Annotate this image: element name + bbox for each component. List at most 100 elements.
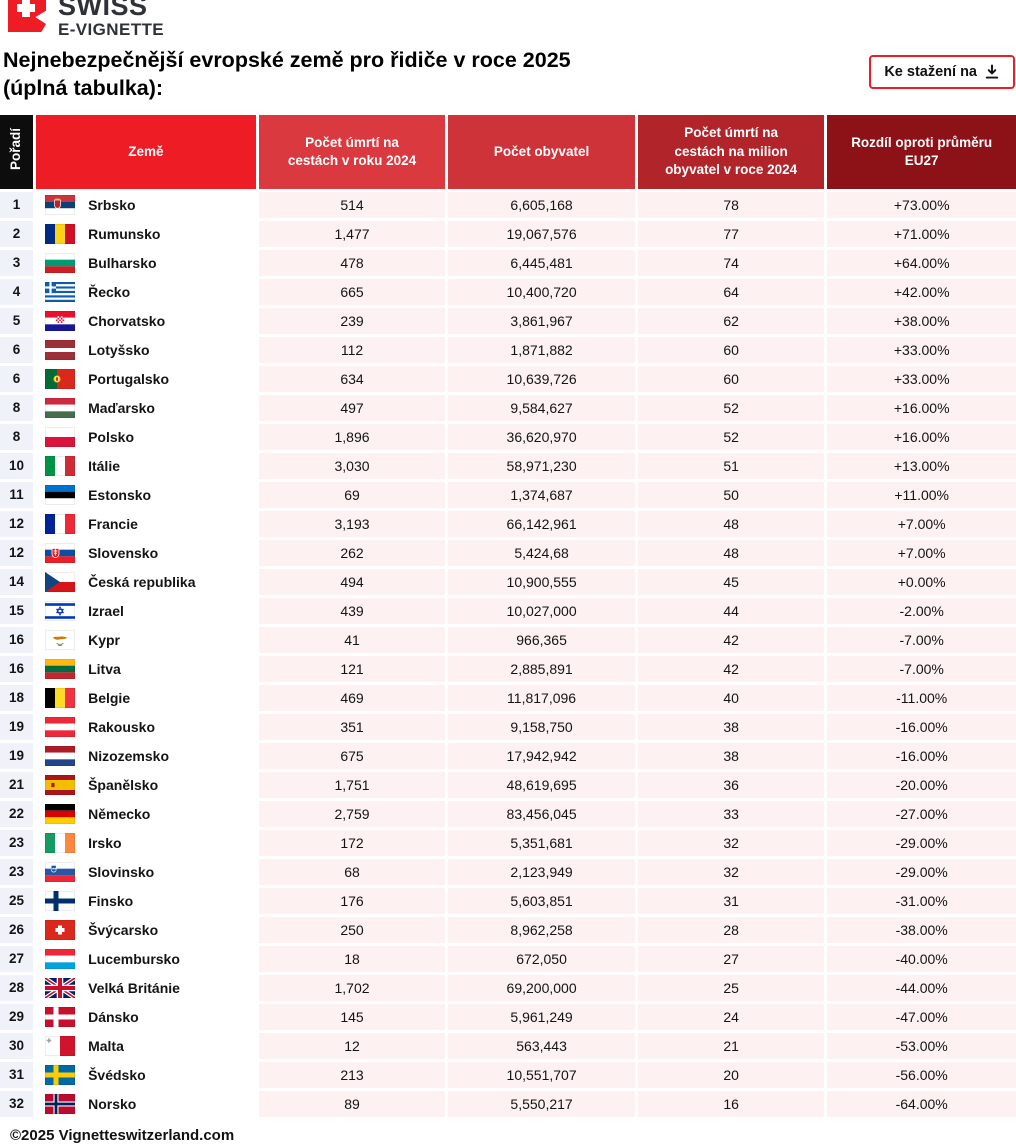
deaths-cell: 469	[258, 684, 446, 711]
rank-cell: 6	[0, 365, 34, 392]
population-cell: 58,971,230	[448, 452, 635, 479]
rank-cell: 19	[0, 742, 34, 769]
diff-cell: -11.00%	[827, 684, 1016, 711]
country-name: Slovensko	[88, 544, 159, 561]
table-row: 21 Španělsko 1,751 48,619,695 36 -20.00%	[0, 771, 1016, 798]
per-million-cell: 16	[637, 1090, 825, 1117]
population-cell: 5,424,68	[448, 539, 635, 566]
deaths-cell: 439	[258, 597, 446, 624]
population-cell: 10,400,720	[448, 278, 635, 305]
flag-icon-de	[45, 803, 76, 824]
country-name: Rakousko	[88, 718, 156, 735]
table-row: 10 Itálie 3,030 58,971,230 51 +13.00%	[0, 452, 1016, 479]
rank-cell: 12	[0, 510, 34, 537]
deaths-cell: 89	[258, 1090, 446, 1117]
flag-icon-es	[45, 774, 76, 795]
per-million-cell: 52	[637, 394, 825, 421]
rank-cell: 15	[0, 597, 34, 624]
country-cell: Lucembursko	[36, 945, 256, 972]
country-name: Polsko	[88, 428, 134, 445]
flag-icon-it	[45, 455, 76, 476]
deaths-cell: 145	[258, 1003, 446, 1030]
flag-icon-nl	[45, 745, 76, 766]
country-cell: Slovinsko	[36, 858, 256, 885]
population-cell: 9,158,750	[448, 713, 635, 740]
deaths-cell: 12	[258, 1032, 446, 1059]
country-cell: Srbsko	[36, 191, 256, 218]
population-cell: 69,200,000	[448, 974, 635, 1001]
per-million-cell: 40	[637, 684, 825, 711]
per-million-cell: 48	[637, 510, 825, 537]
diff-cell: +33.00%	[827, 336, 1016, 363]
country-name: Lotyšsko	[88, 341, 150, 358]
table-body: 1 Srbsko 514 6,605,168 78 +73.00% 2 Rumu…	[0, 191, 1016, 1117]
rank-cell: 30	[0, 1032, 34, 1059]
rank-cell: 8	[0, 423, 34, 450]
rank-cell: 29	[0, 1003, 34, 1030]
country-name: Chorvatsko	[88, 312, 166, 329]
table-header: Pořadí Země Počet úmrtí na cestách v rok…	[0, 114, 1016, 189]
deaths-cell: 3,030	[258, 452, 446, 479]
per-million-cell: 60	[637, 365, 825, 392]
diff-cell: +33.00%	[827, 365, 1016, 392]
diff-cell: -40.00%	[827, 945, 1016, 972]
country-name: Bulharsko	[88, 254, 157, 271]
per-million-cell: 44	[637, 597, 825, 624]
swiss-cross-flag-icon	[8, 0, 46, 32]
population-cell: 2,123,949	[448, 858, 635, 885]
per-million-cell: 74	[637, 249, 825, 276]
deaths-cell: 1,896	[258, 423, 446, 450]
rank-cell: 26	[0, 916, 34, 943]
flag-icon-lu	[45, 948, 76, 969]
flag-icon-gr	[45, 281, 76, 302]
country-name: Norsko	[88, 1095, 137, 1112]
country-name: Španělsko	[88, 776, 159, 793]
diff-cell: +73.00%	[827, 191, 1016, 218]
population-cell: 672,050	[448, 945, 635, 972]
country-cell: Belgie	[36, 684, 256, 711]
per-million-cell: 78	[637, 191, 825, 218]
per-million-cell: 24	[637, 1003, 825, 1030]
diff-cell: -27.00%	[827, 800, 1016, 827]
per-million-cell: 28	[637, 916, 825, 943]
column-header-deaths: Počet úmrtí na cestách v roku 2024	[258, 114, 446, 189]
flag-icon-il	[45, 600, 76, 621]
flag-icon-hr	[45, 310, 76, 331]
flag-icon-pt	[45, 368, 76, 389]
country-name: Francie	[88, 515, 138, 532]
country-name: Maďarsko	[88, 399, 155, 416]
brand-name: SWISS E-VIGNETTE	[58, 0, 164, 39]
table-row: 31 Švédsko 213 10,551,707 20 -56.00%	[0, 1061, 1016, 1088]
deaths-cell: 478	[258, 249, 446, 276]
population-cell: 966,365	[448, 626, 635, 653]
deaths-cell: 250	[258, 916, 446, 943]
flag-icon-sk	[45, 542, 76, 563]
population-cell: 3,861,967	[448, 307, 635, 334]
rank-cell: 23	[0, 829, 34, 856]
flag-icon-cz	[45, 571, 76, 592]
rank-cell: 4	[0, 278, 34, 305]
table-row: 15 Izrael 439 10,027,000 44 -2.00%	[0, 597, 1016, 624]
deaths-cell: 176	[258, 887, 446, 914]
per-million-cell: 60	[637, 336, 825, 363]
population-cell: 66,142,961	[448, 510, 635, 537]
diff-cell: +71.00%	[827, 220, 1016, 247]
country-name: Slovinsko	[88, 863, 155, 880]
deaths-cell: 665	[258, 278, 446, 305]
deaths-cell: 634	[258, 365, 446, 392]
population-cell: 5,603,851	[448, 887, 635, 914]
brand-name-line1: SWISS	[58, 0, 148, 21]
country-name: Estonsko	[88, 486, 152, 503]
per-million-cell: 48	[637, 539, 825, 566]
flag-icon-lv	[45, 339, 76, 360]
diff-cell: +16.00%	[827, 394, 1016, 421]
country-cell: Dánsko	[36, 1003, 256, 1030]
diff-cell: -47.00%	[827, 1003, 1016, 1030]
diff-cell: +42.00%	[827, 278, 1016, 305]
flag-icon-dk	[45, 1006, 76, 1027]
download-button[interactable]: Ke stažení na	[869, 55, 1015, 89]
rank-cell: 28	[0, 974, 34, 1001]
table-row: 29 Dánsko 145 5,961,249 24 -47.00%	[0, 1003, 1016, 1030]
population-cell: 19,067,576	[448, 220, 635, 247]
deaths-cell: 172	[258, 829, 446, 856]
